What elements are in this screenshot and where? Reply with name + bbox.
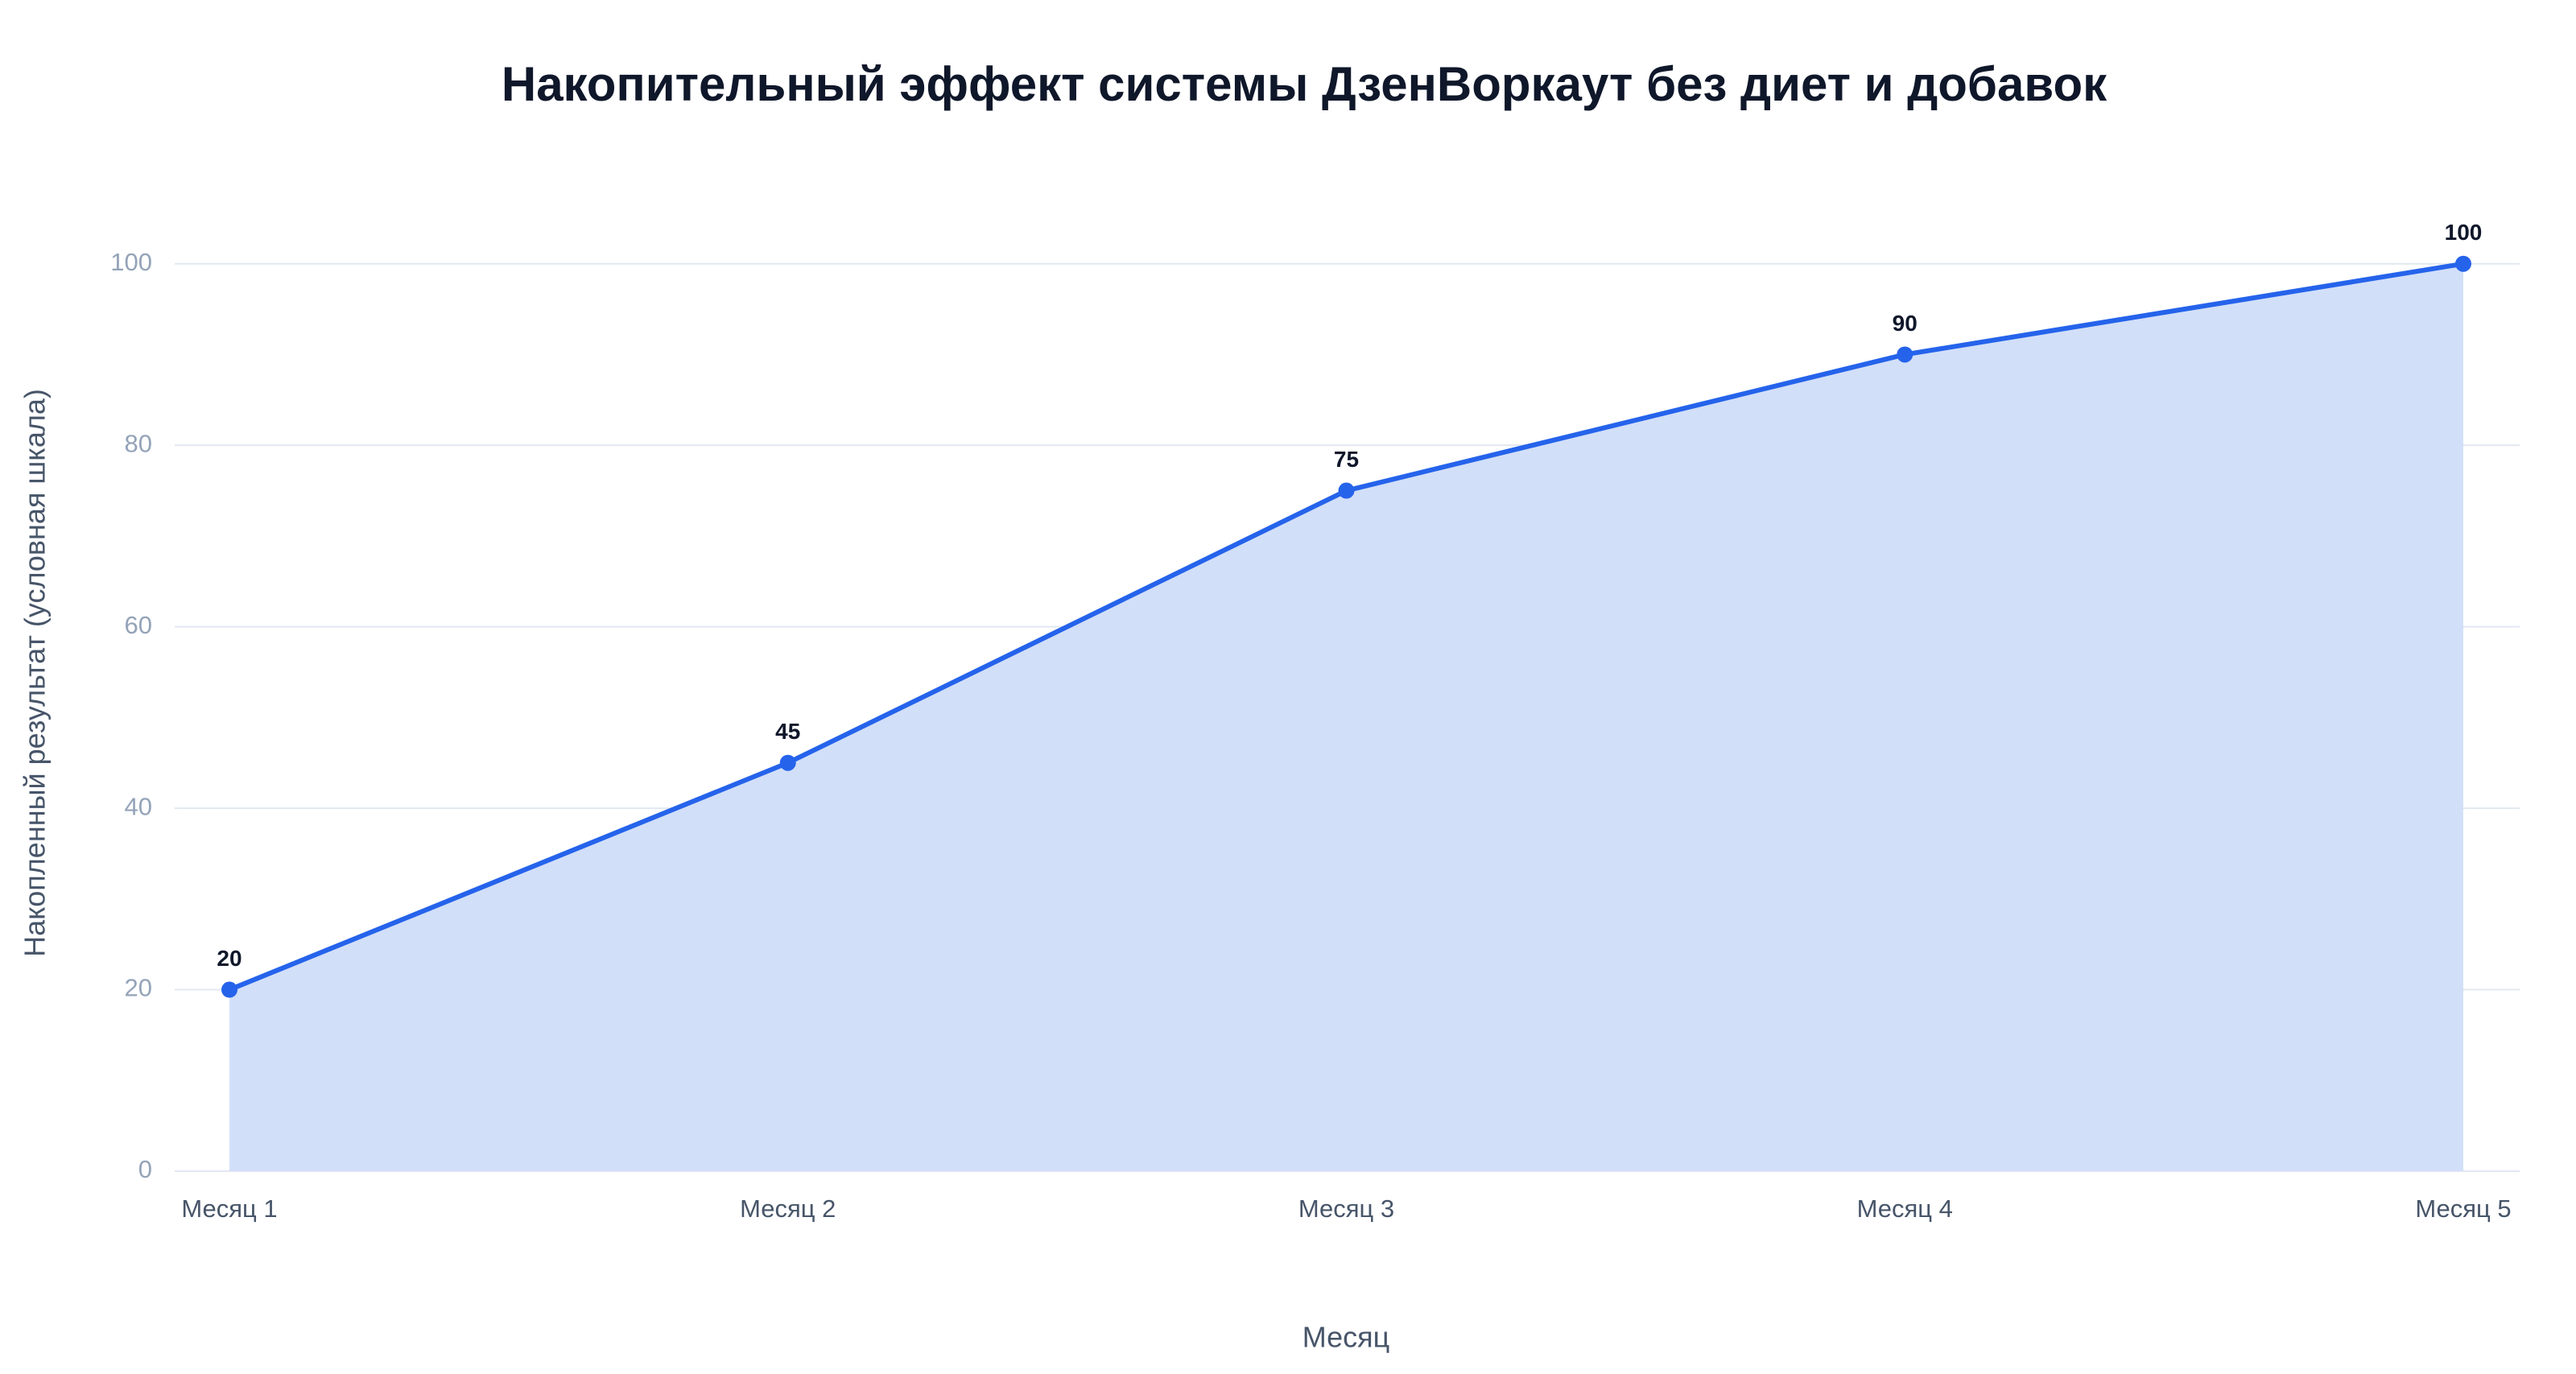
y-tick-label: 100 bbox=[110, 248, 152, 276]
y-tick-label: 20 bbox=[125, 974, 152, 1002]
y-axis-title: Накопленный результат (условная шкала) bbox=[19, 389, 52, 957]
x-tick-label: Месяц 2 bbox=[740, 1195, 836, 1223]
x-axis-title: Месяц bbox=[1302, 1321, 1390, 1354]
point bbox=[221, 981, 237, 998]
data-label: 45 bbox=[775, 719, 800, 744]
data-label: 90 bbox=[1893, 311, 1918, 336]
data-label: 20 bbox=[217, 946, 242, 971]
data-label: 75 bbox=[1334, 447, 1359, 472]
y-tick-label: 40 bbox=[125, 792, 152, 820]
point bbox=[1338, 482, 1355, 499]
y-tick-label: 60 bbox=[125, 611, 152, 639]
point bbox=[779, 754, 796, 771]
x-tick-label: Месяц 3 bbox=[1298, 1195, 1394, 1223]
x-tick-label: Месяц 5 bbox=[2415, 1195, 2511, 1223]
point bbox=[2455, 255, 2471, 272]
x-tick-label: Месяц 4 bbox=[1857, 1195, 1953, 1223]
data-label: 100 bbox=[2445, 220, 2483, 245]
y-tick-label: 0 bbox=[138, 1155, 152, 1183]
y-tick-label: 80 bbox=[125, 429, 152, 457]
area-fill bbox=[229, 263, 2463, 1171]
x-tick-label: Месяц 1 bbox=[181, 1195, 277, 1223]
point bbox=[1897, 346, 1913, 363]
chart-title: Накопительный эффект системы ДзенВоркаут… bbox=[502, 57, 2107, 111]
